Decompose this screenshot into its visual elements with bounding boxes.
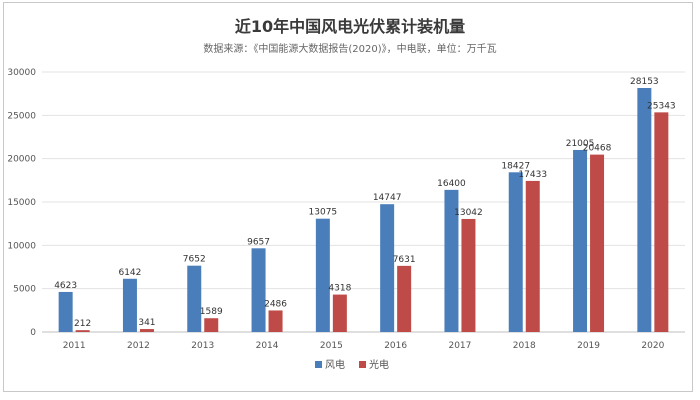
bar-风电 — [187, 265, 202, 332]
y-tick-label: 5000 — [13, 285, 36, 295]
data-label: 6142 — [118, 268, 141, 278]
data-label: 9657 — [247, 237, 270, 247]
data-label: 14747 — [373, 193, 402, 203]
y-tick-label: 20000 — [7, 155, 36, 165]
y-tick-label: 15000 — [7, 198, 36, 208]
bar-光电 — [461, 218, 476, 332]
bar-风电 — [380, 204, 395, 332]
x-tick-label: 2016 — [384, 341, 407, 351]
bar-风电 — [315, 218, 330, 332]
x-tick-label: 2012 — [127, 341, 150, 351]
x-tick-label: 2011 — [63, 341, 86, 351]
chart-subtitle: 数据来源：《中国能源大数据报告(2020)》，中电联，单位：万千瓦 — [203, 44, 497, 55]
x-tick-label: 2019 — [577, 341, 600, 351]
y-tick-label: 30000 — [7, 68, 36, 78]
data-label: 20468 — [583, 144, 612, 154]
bar-风电 — [444, 189, 459, 332]
data-label: 7652 — [183, 255, 206, 265]
data-label: 1589 — [200, 307, 223, 317]
data-label: 212 — [74, 319, 91, 329]
chart-title: 近10年中国风电光伏累计装机量 — [234, 17, 466, 36]
bar-光电 — [204, 318, 219, 332]
data-label: 4623 — [54, 281, 77, 291]
data-label: 13042 — [454, 208, 483, 218]
legend-swatch — [315, 361, 322, 368]
y-tick-label: 10000 — [7, 241, 36, 251]
legend-label: 光电 — [369, 358, 389, 371]
data-label: 17433 — [518, 170, 547, 180]
legend-label: 风电 — [325, 358, 345, 371]
x-tick-label: 2020 — [641, 341, 664, 351]
bar-风电 — [573, 149, 588, 332]
y-tick-label: 25000 — [7, 111, 36, 121]
data-label: 21005 — [566, 139, 595, 149]
y-tick-label: 0 — [30, 328, 36, 338]
bar-光电 — [139, 329, 154, 332]
bar-光电 — [397, 265, 412, 332]
x-tick-label: 2015 — [320, 341, 343, 351]
x-tick-label: 2018 — [513, 341, 536, 351]
bar-光电 — [332, 294, 347, 332]
bar-风电 — [122, 278, 137, 332]
bar-风电 — [58, 291, 73, 332]
data-label: 13075 — [309, 208, 338, 218]
x-tick-label: 2013 — [191, 341, 214, 351]
bar-风电 — [251, 248, 266, 332]
bar-光电 — [654, 112, 669, 333]
x-tick-label: 2014 — [256, 341, 279, 351]
legend-swatch — [359, 361, 366, 368]
data-label: 7631 — [393, 255, 416, 265]
bar-光电 — [525, 180, 540, 332]
data-label: 16400 — [437, 179, 466, 189]
bar-光电 — [75, 330, 90, 332]
data-label: 341 — [138, 318, 155, 328]
bar-光电 — [268, 310, 283, 332]
bar-光电 — [590, 154, 605, 332]
data-label: 18427 — [501, 161, 530, 171]
data-label: 2486 — [264, 299, 287, 309]
data-label: 4318 — [328, 284, 351, 294]
bar-风电 — [637, 88, 652, 333]
data-label: 25343 — [647, 101, 676, 111]
x-tick-label: 2017 — [448, 341, 471, 351]
bar-风电 — [508, 172, 523, 332]
data-label: 28153 — [630, 77, 659, 87]
